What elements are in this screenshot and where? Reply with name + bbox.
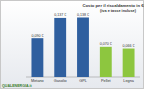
data-label: 0,090 € — [31, 34, 43, 38]
bars — [31, 17, 134, 77]
category-label: Gasolio — [54, 79, 67, 83]
bar — [54, 18, 66, 77]
background — [1, 1, 144, 89]
data-label: 0,137 € — [54, 13, 66, 17]
bar — [31, 38, 43, 77]
category-label: Pellet — [101, 79, 111, 83]
category-label: Legna — [123, 79, 134, 83]
data-label: 0,066 € — [123, 44, 135, 48]
bar — [77, 17, 89, 77]
data-label: 0,070 € — [100, 42, 112, 46]
category-label: GPL — [79, 79, 87, 83]
logo: QUALENERGIA.it — [2, 84, 33, 88]
subtitle: (iva e tasse incluse) — [100, 9, 137, 13]
chart: 0,090 € Metano 0,137 € Gasolio 0,138 € GPL 0,0… — [0, 0, 144, 89]
title: Costo per il riscaldamento in €/kWh — [83, 3, 144, 8]
data-label: 0,138 € — [77, 13, 89, 17]
category-label: Metano — [31, 79, 44, 83]
bar — [123, 49, 135, 77]
bar — [100, 47, 112, 77]
